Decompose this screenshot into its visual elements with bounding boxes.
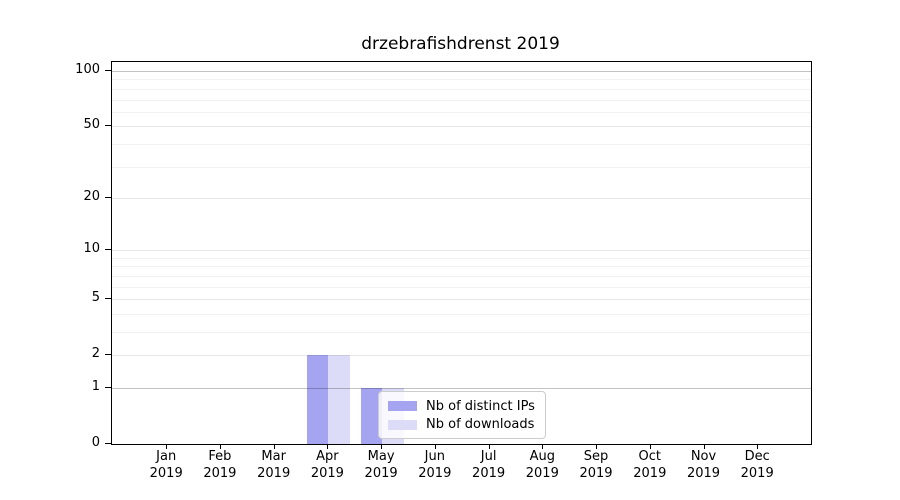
- x-tick-month: Dec: [744, 449, 770, 464]
- x-tick-label-jul: Jul 2019: [459, 448, 519, 482]
- x-tick-label-sep: Sep 2019: [566, 448, 626, 482]
- x-tick-year: 2019: [740, 466, 774, 481]
- x-tick-label-oct: Oct 2019: [620, 448, 680, 482]
- x-tick-label-jan: Jan 2019: [136, 448, 196, 482]
- x-tick-month: May: [367, 449, 395, 464]
- x-tick-month: Feb: [208, 449, 232, 464]
- gridline-major: [112, 126, 811, 128]
- x-tick-month: Oct: [638, 449, 662, 464]
- x-tick: [703, 444, 705, 449]
- x-tick-month: Mar: [261, 449, 286, 464]
- x-tick-year: 2019: [686, 466, 721, 481]
- gridline-minor: [112, 88, 811, 90]
- x-tick-month: Nov: [690, 449, 717, 464]
- gridline-minor: [112, 275, 811, 277]
- gridline-minor: [112, 266, 811, 268]
- gridline-major: [112, 388, 811, 389]
- y-tick: [105, 443, 111, 444]
- x-tick-year: 2019: [203, 466, 237, 481]
- gridline-major: [112, 71, 811, 72]
- x-tick-month: Apr: [316, 449, 339, 464]
- y-tick: [105, 298, 111, 300]
- x-tick: [273, 444, 275, 449]
- x-tick-year: 2019: [525, 466, 559, 481]
- y-tick-label: 0: [91, 435, 100, 450]
- x-tick-year: 2019: [149, 466, 183, 481]
- legend-label-downloads: Nb of downloads: [426, 417, 535, 433]
- legend-swatch-downloads-icon: [388, 419, 417, 430]
- chart-title: drzebrafishdrenst 2019: [361, 34, 560, 54]
- gridline-minor: [112, 313, 811, 315]
- y-tick-label: 1: [91, 379, 100, 394]
- y-tick: [105, 249, 111, 251]
- x-tick: [596, 444, 597, 449]
- legend-row-downloads: Nb of downloads: [388, 416, 537, 434]
- x-tick-year: 2019: [472, 466, 506, 481]
- gridline-minor: [112, 166, 811, 168]
- x-tick-year: 2019: [310, 466, 344, 481]
- x-tick-label-aug: Aug 2019: [512, 448, 572, 482]
- gridline-major: [112, 197, 811, 199]
- x-tick: [219, 444, 221, 449]
- y-tick-label: 10: [83, 241, 100, 257]
- y-tick: [105, 354, 111, 356]
- bar-nb-of-distinct-ips: [306, 355, 329, 444]
- x-tick-year: 2019: [418, 466, 452, 481]
- x-tick-year: 2019: [633, 466, 667, 481]
- x-tick-month: Jun: [424, 449, 445, 464]
- x-tick-label-jun: Jun 2019: [405, 448, 465, 482]
- x-tick: [488, 444, 490, 449]
- x-tick: [327, 444, 329, 449]
- y-tick: [105, 125, 111, 127]
- y-tick-label: 20: [83, 188, 100, 204]
- x-tick-year: 2019: [257, 466, 291, 481]
- bar-nb-of-downloads: [328, 355, 350, 444]
- x-tick-month: Aug: [529, 449, 555, 464]
- gridline-minor: [112, 286, 811, 288]
- x-tick: [166, 444, 168, 449]
- gridline-minor: [112, 79, 811, 81]
- y-tick: [105, 70, 111, 71]
- gridline-minor: [112, 111, 811, 113]
- gridline-major: [112, 355, 811, 357]
- legend-swatch-distinct-ips-icon: [388, 401, 417, 412]
- y-tick-label: 5: [91, 290, 100, 306]
- y-tick: [105, 387, 111, 388]
- legend: Nb of distinct IPs Nb of downloads: [378, 391, 546, 439]
- gridline-major: [112, 250, 811, 252]
- x-tick: [649, 444, 651, 449]
- gridline-minor: [112, 332, 811, 333]
- gridline-minor: [112, 143, 811, 145]
- x-tick-month: Jul: [480, 449, 497, 464]
- x-tick-year: 2019: [364, 466, 398, 481]
- x-tick-year: 2019: [579, 466, 613, 481]
- x-tick: [542, 444, 544, 449]
- gridline-minor: [112, 257, 811, 259]
- x-tick-label-mar: Mar 2019: [244, 448, 304, 482]
- x-tick-month: Jan: [156, 449, 177, 464]
- y-tick-label: 100: [75, 62, 100, 77]
- x-tick-label-nov: Nov 2019: [674, 448, 734, 482]
- gridline-major: [112, 299, 811, 301]
- x-tick: [757, 444, 759, 449]
- y-tick: [105, 196, 111, 198]
- x-tick: [434, 444, 436, 449]
- x-tick-label-apr: Apr 2019: [297, 448, 357, 482]
- legend-row-distinct-ips: Nb of distinct IPs: [388, 397, 537, 415]
- y-tick-label: 2: [91, 346, 100, 362]
- legend-label-distinct-ips: Nb of distinct IPs: [426, 398, 535, 414]
- bar-nb-of-distinct-ips: [360, 388, 383, 444]
- x-tick: [381, 444, 383, 449]
- x-tick-label-feb: Feb 2019: [190, 448, 250, 482]
- plot-area: Nb of distinct IPs Nb of downloads: [111, 61, 812, 445]
- gridline-minor: [112, 99, 811, 101]
- x-tick-label-may: May 2019: [351, 448, 411, 482]
- y-tick-label: 50: [83, 117, 100, 133]
- x-tick-label-dec: Dec 2019: [727, 448, 787, 482]
- x-tick-month: Sep: [583, 449, 609, 464]
